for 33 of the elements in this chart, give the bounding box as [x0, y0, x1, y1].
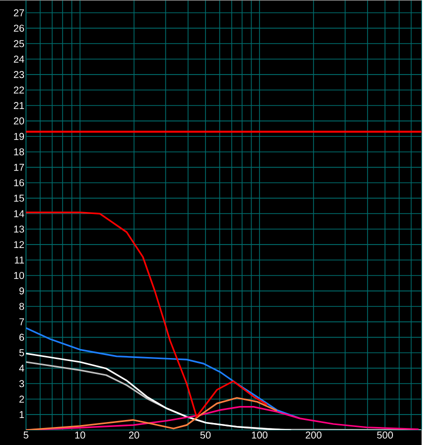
y-tick-label: 17 — [14, 164, 24, 171]
y-tick-label: 3 — [19, 380, 24, 388]
y-tick-label: 22 — [14, 86, 24, 94]
y-tick-label: 23 — [14, 71, 24, 78]
y-tick-label: 8 — [19, 302, 24, 310]
y-tick-label: 4 — [19, 364, 24, 372]
y-tick-label: 15 — [14, 194, 24, 202]
y-tick-label: 21 — [14, 102, 24, 109]
y-tick-label: 12 — [14, 241, 24, 248]
y-tick-label: 16 — [14, 179, 24, 186]
y-tick-label: 27 — [14, 9, 24, 16]
x-tick-label: 20 — [129, 432, 140, 439]
y-tick-label: 19 — [14, 132, 24, 140]
x-tick-label: 100 — [252, 432, 268, 439]
y-tick-label: 25 — [14, 40, 24, 48]
x-tick-label: 200 — [306, 432, 322, 439]
y-tick-label: 11 — [14, 256, 24, 264]
x-tick-label: 500 — [377, 432, 393, 439]
y-tick-label: 14 — [14, 210, 24, 218]
y-tick-label: 1 — [20, 411, 24, 418]
y-tick-label: 24 — [14, 56, 24, 63]
y-tick-label: 7 — [19, 318, 24, 326]
y-tick-label: 6 — [19, 334, 24, 341]
x-tick-label: 50 — [200, 432, 211, 439]
y-tick-label: 26 — [14, 24, 24, 32]
y-tick-label: 2 — [19, 396, 24, 403]
y-tick-label: 18 — [14, 148, 24, 156]
y-tick-label: 5 — [19, 349, 24, 356]
y-tick-label: 13 — [14, 226, 24, 233]
x-tick-label: 10 — [75, 432, 86, 439]
y-tick-label: 10 — [14, 272, 24, 279]
y-tick-label: 20 — [14, 117, 24, 124]
y-tick-label: 9 — [19, 287, 24, 294]
